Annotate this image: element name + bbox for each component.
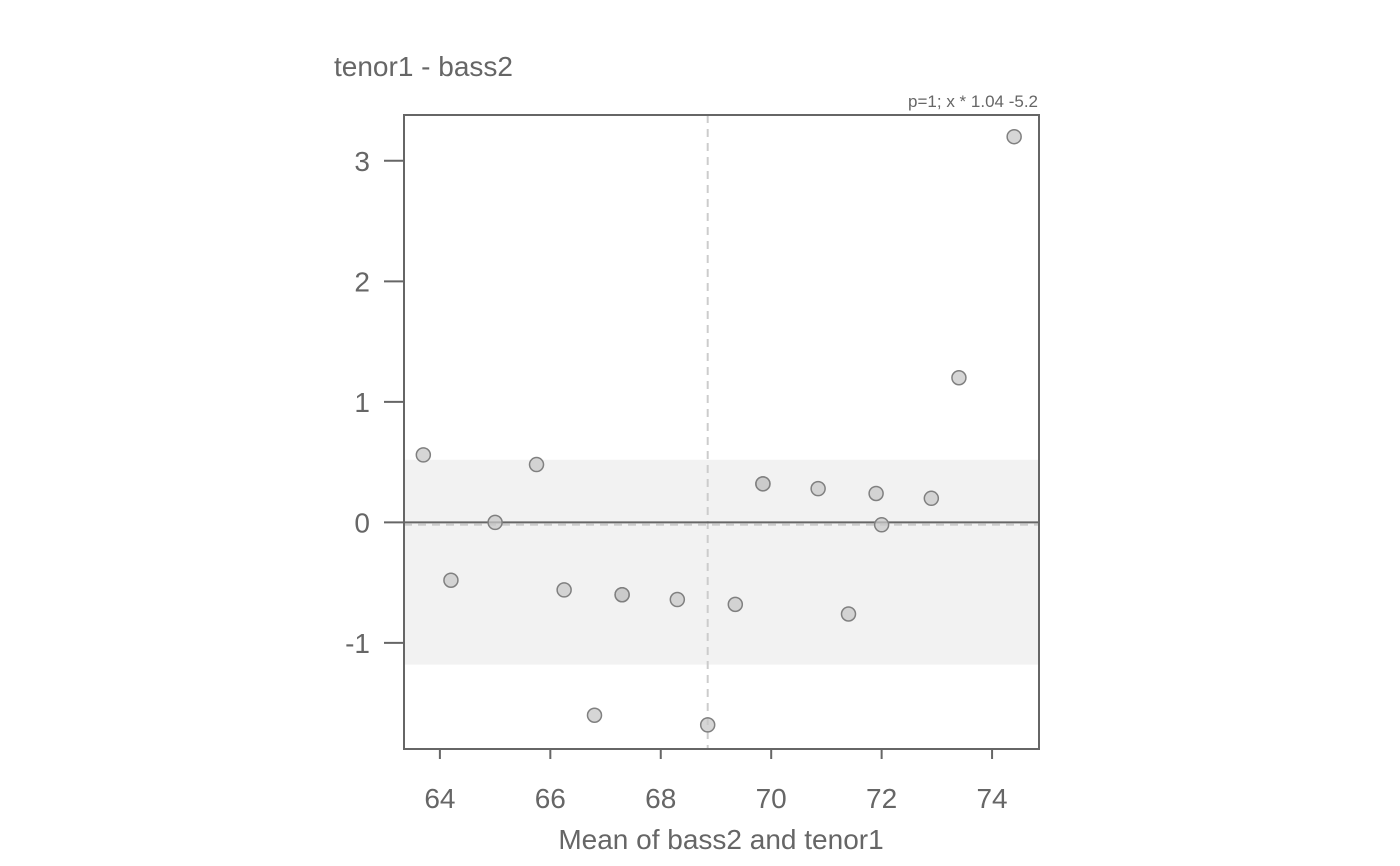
data-point — [727, 596, 744, 613]
fit-annotation: p=1; x * 1.04 -5.2 — [908, 92, 1038, 111]
y-tick-label: 3 — [354, 146, 370, 177]
data-point — [669, 591, 686, 608]
data-point — [528, 456, 545, 473]
data-point — [951, 370, 967, 386]
x-tick-label: 66 — [535, 783, 566, 814]
plot-frame — [403, 114, 1040, 750]
y-tick-label: 0 — [354, 507, 370, 538]
reference-lines-layer — [404, 115, 1039, 749]
data-point — [586, 707, 603, 724]
x-axis-label: Mean of bass2 and tenor1 — [558, 824, 883, 855]
data-point — [415, 447, 432, 463]
y-tick-label: 2 — [354, 266, 370, 297]
x-tick-label: 64 — [424, 783, 455, 814]
data-point — [443, 572, 459, 589]
data-point — [556, 582, 572, 598]
agreement-band — [404, 459, 1039, 665]
data-point — [923, 490, 940, 507]
x-tick-label: 72 — [866, 783, 897, 814]
data-point — [699, 717, 716, 733]
data-point — [755, 476, 771, 492]
y-tick-label: 1 — [354, 387, 370, 418]
agreement-band-layer — [404, 459, 1039, 665]
data-point — [810, 480, 826, 497]
x-tick-label: 68 — [645, 783, 676, 814]
x-tick-label: 74 — [976, 783, 1007, 814]
data-point — [614, 586, 630, 603]
data-point — [873, 517, 890, 533]
x-tick-label: 70 — [756, 783, 787, 814]
chart-title: tenor1 - bass2 — [334, 51, 513, 82]
y-tick-label: -1 — [345, 628, 370, 659]
axes-layer: 64 66 68 70 72 74 3 2 1 0 -1 — [345, 114, 1040, 814]
data-point — [487, 514, 503, 531]
data-point — [1006, 128, 1022, 145]
points-layer — [415, 128, 1022, 733]
data-point — [868, 485, 884, 502]
data-point — [840, 606, 857, 622]
